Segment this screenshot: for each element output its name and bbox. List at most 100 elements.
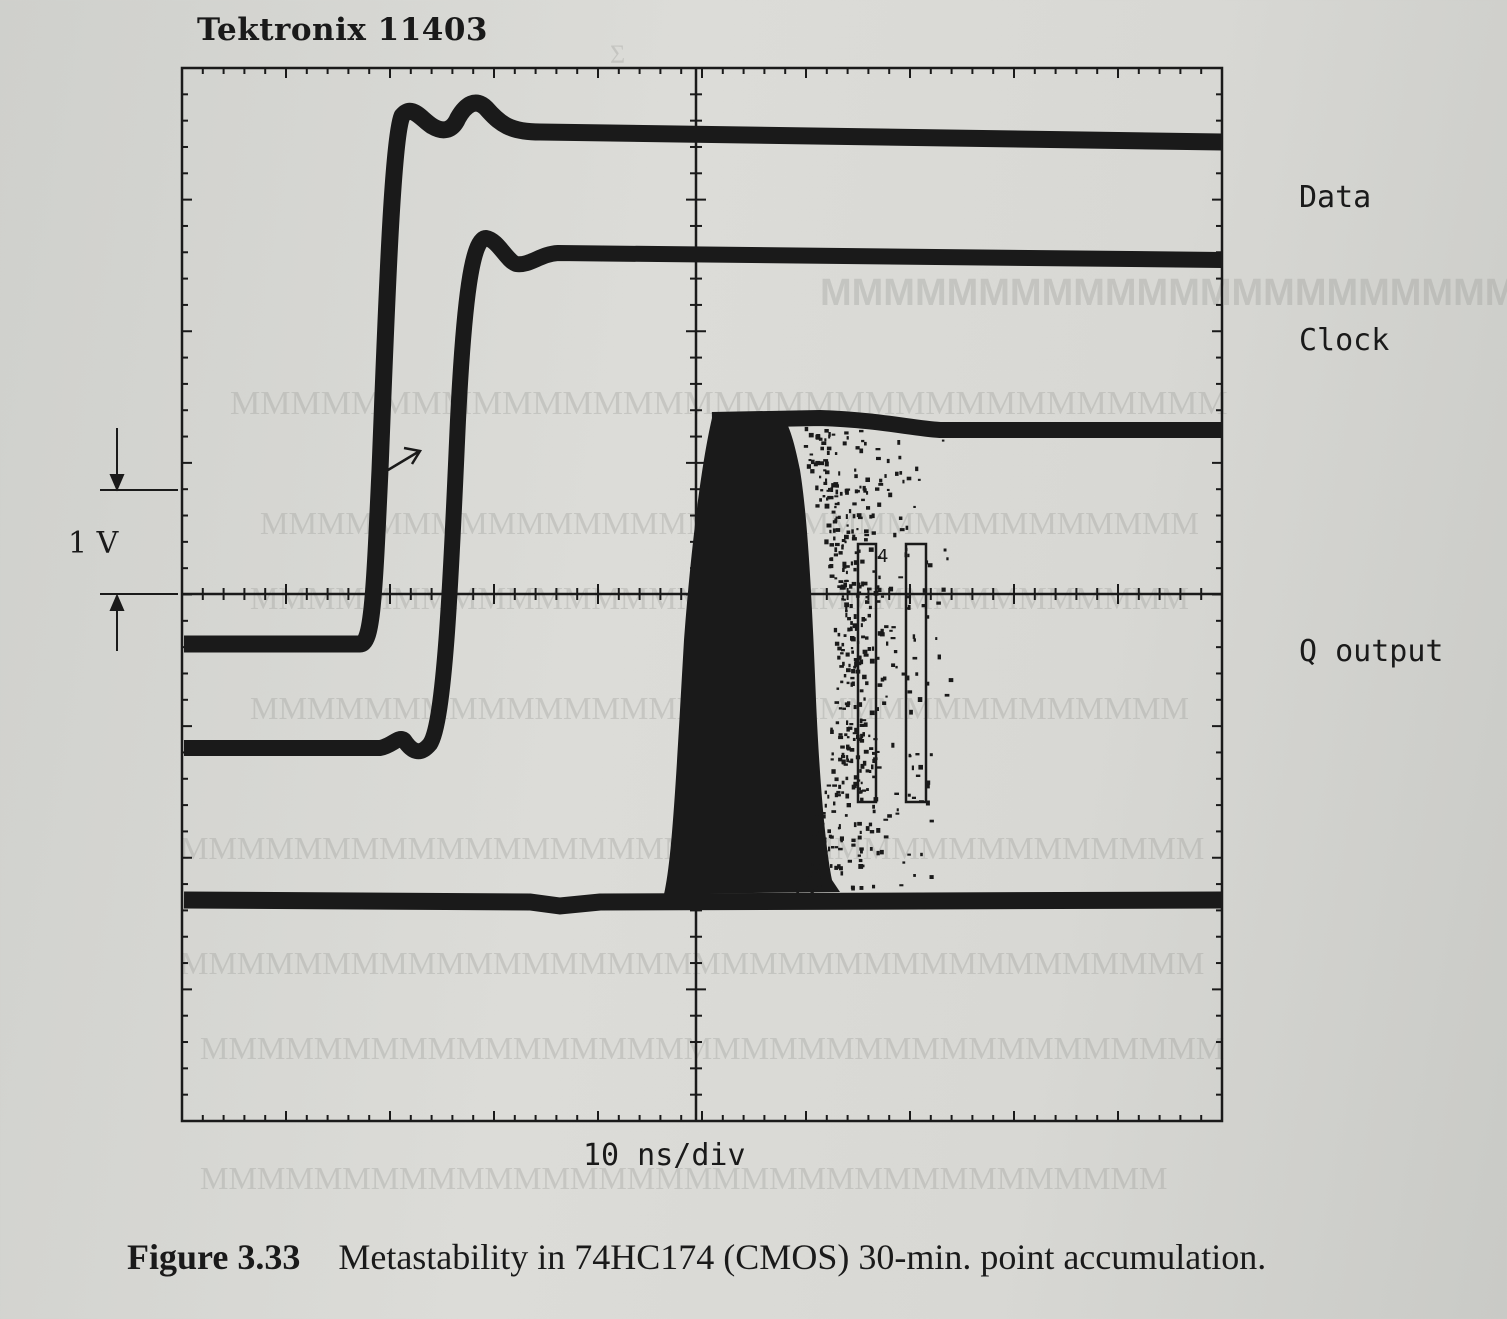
scatter-point — [858, 787, 861, 791]
scatter-point — [861, 617, 865, 622]
scatter-point — [847, 859, 852, 863]
scatter-point — [854, 727, 859, 733]
scatter-point — [840, 871, 844, 876]
scatter-point — [898, 516, 903, 520]
scatter-point — [893, 650, 898, 654]
scatter-point — [812, 830, 817, 836]
scatter-point — [840, 840, 843, 843]
scatter-point — [808, 459, 812, 462]
scatter-point — [863, 697, 866, 701]
scatter-point — [830, 835, 834, 839]
scatter-point — [855, 446, 860, 450]
scatter-point — [845, 652, 850, 657]
scatter-point — [865, 681, 869, 686]
scatter-point — [901, 672, 905, 676]
scatter-point — [862, 674, 867, 680]
scatter-point — [929, 875, 934, 879]
metastable-scatter-dots — [796, 420, 954, 894]
scatter-point — [850, 636, 855, 641]
scatter-point — [850, 647, 854, 650]
scatter-point — [865, 596, 868, 599]
scatter-point — [902, 861, 906, 864]
scatter-point — [822, 495, 826, 498]
scatter-point — [840, 652, 844, 655]
scatter-point — [876, 656, 880, 660]
scatter-point — [835, 516, 840, 519]
scatter-point — [849, 748, 855, 752]
scatter-point — [834, 701, 839, 704]
scatter-point — [853, 665, 857, 669]
scatter-point — [852, 732, 858, 735]
scatter-point — [844, 579, 849, 582]
scatter-point — [852, 514, 856, 519]
scatter-point — [943, 548, 947, 552]
scatter-point — [844, 431, 849, 435]
scatter-point — [823, 481, 828, 485]
scatter-point — [841, 649, 845, 652]
scatter-point — [860, 559, 865, 564]
scatter-point — [853, 775, 857, 780]
scatter-point — [861, 635, 865, 639]
scatter-point — [915, 466, 919, 472]
measurement-windows — [856, 542, 928, 804]
scatter-point — [837, 515, 841, 519]
scatter-point — [814, 815, 819, 821]
scatter-point — [830, 729, 834, 734]
scatter-point — [834, 865, 838, 870]
scatter-point — [897, 440, 901, 445]
trigger-arrow — [387, 446, 423, 472]
scatter-point — [891, 626, 896, 629]
scatter-point — [842, 661, 845, 666]
scatter-point — [823, 850, 828, 853]
scatter-point — [854, 824, 857, 828]
scatter-point — [825, 423, 829, 426]
scatter-point — [835, 489, 839, 495]
scatter-point — [865, 636, 869, 640]
scatter-point — [827, 794, 830, 799]
scatter-point — [866, 491, 869, 495]
scatter-point — [851, 838, 856, 842]
scatter-point — [842, 561, 847, 567]
scatter-point — [827, 829, 831, 834]
scatter-point — [862, 485, 866, 491]
scatter-point — [817, 816, 821, 820]
scatter-point — [843, 582, 847, 588]
scatter-point — [899, 884, 904, 887]
scatter-point — [838, 735, 844, 740]
scatter-point — [853, 567, 857, 572]
scatter-point — [867, 647, 872, 651]
scatter-point — [841, 595, 845, 598]
scatter-point — [915, 774, 921, 777]
scatter-point — [846, 758, 849, 763]
scatter-point — [877, 587, 882, 592]
scatter-point — [804, 426, 809, 432]
scatter-point — [846, 565, 850, 568]
scatter-point — [830, 557, 834, 562]
scatter-point — [839, 665, 844, 668]
scatter-point — [869, 514, 873, 519]
scatter-point — [831, 769, 836, 774]
scatter-point — [837, 655, 841, 660]
scatter-point — [880, 628, 884, 633]
clock-trace — [184, 230, 1223, 760]
scatter-point — [859, 769, 862, 773]
scatter-point — [817, 882, 822, 887]
scatter-point — [907, 553, 910, 558]
scatter-point — [845, 612, 848, 618]
scatter-point — [852, 737, 856, 741]
scatter-point — [941, 439, 945, 442]
scatter-point — [859, 723, 865, 727]
scatter-point — [862, 719, 867, 722]
scatter-point — [845, 488, 851, 491]
scatter-point — [941, 587, 946, 592]
scatter-point — [859, 790, 863, 794]
scatter-point — [849, 723, 854, 726]
scatter-point — [826, 489, 829, 492]
scatter-point — [840, 680, 844, 684]
scatter-point — [838, 733, 843, 736]
scatter-point — [808, 432, 814, 438]
scatter-point — [864, 533, 870, 537]
label-data: Data — [1299, 180, 1372, 215]
scatter-point — [925, 800, 930, 806]
figure-number: Figure 3.33 — [127, 1237, 301, 1277]
